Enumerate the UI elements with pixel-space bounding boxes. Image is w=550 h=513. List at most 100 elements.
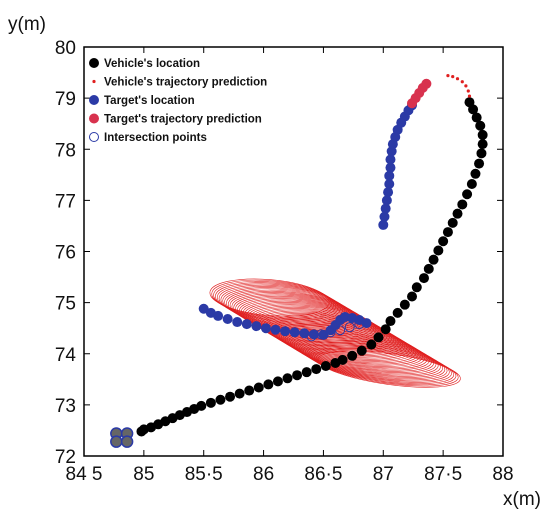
x-axis-label: x(m) xyxy=(503,489,541,510)
legend-label-target-s-location: Target's location xyxy=(104,95,195,107)
x-tick-label: 86 xyxy=(253,464,274,485)
vehicle-s-location-point xyxy=(301,367,312,378)
vehicle-s-location-point xyxy=(466,179,477,190)
x-tick-label: 87 xyxy=(373,464,394,485)
vehicle-s-location-point xyxy=(457,199,468,210)
vehicle-s-location-point xyxy=(373,332,384,343)
vehicle-s-location-point xyxy=(263,379,274,390)
target-s-location-point xyxy=(380,203,391,214)
prediction-ellipse xyxy=(209,278,330,317)
vehicle-s-location-point xyxy=(474,158,485,169)
target-s-location-point xyxy=(379,211,390,222)
legend-label-vehicle-s-trajectory-prediction: Vehicle's trajectory prediction xyxy=(104,77,267,89)
prediction-ellipse xyxy=(315,349,459,387)
target-s-location-point xyxy=(270,324,281,335)
prediction-ellipse xyxy=(312,347,455,384)
vehicle-s-location-point xyxy=(282,373,293,384)
vehicle-s-location-point xyxy=(477,139,488,150)
x-tick-label: 87·5 xyxy=(424,464,462,485)
y-tick-label: 75 xyxy=(55,294,76,315)
prediction-ellipse xyxy=(317,350,461,388)
legend-label-intersection-points: Intersection points xyxy=(104,132,207,144)
target-s-location-point xyxy=(383,187,394,198)
prediction-ellipse xyxy=(306,343,448,381)
vehicle-s-trajectory-prediction-point xyxy=(451,75,455,79)
y-axis-label: y(m) xyxy=(8,14,46,35)
prediction-ellipse xyxy=(295,336,435,373)
vehicle-s-trajectory-prediction-point xyxy=(455,77,460,81)
prediction-ellipses-group xyxy=(209,278,461,388)
y-tick-label: 76 xyxy=(55,243,76,264)
vehicle-s-location-point xyxy=(234,388,245,399)
intersection-points-point xyxy=(316,329,327,340)
legend-label-vehicle-s-location: Vehicle's location xyxy=(104,58,200,70)
target-s-location-point xyxy=(381,195,392,206)
intersection-points-point xyxy=(306,331,317,342)
x-tick-label: 85 xyxy=(133,464,154,485)
vehicle-s-location-point xyxy=(385,316,396,327)
y-tick-label: 77 xyxy=(55,191,76,212)
vehicle-s-location-point xyxy=(215,394,226,405)
prediction-ellipse xyxy=(304,342,446,380)
vehicle-s-location-point xyxy=(452,208,463,219)
prediction-ellipse xyxy=(308,344,450,382)
vehicle-s-location-point xyxy=(411,282,422,293)
intersection-points-point xyxy=(325,327,336,338)
vehicle-s-location-point xyxy=(356,345,367,356)
vehicle-s-location-point xyxy=(433,245,444,256)
target-s-location-point xyxy=(385,162,396,173)
target-s-location-point xyxy=(232,317,243,328)
target-s-location-point xyxy=(384,170,395,181)
prediction-ellipse xyxy=(215,282,337,320)
vehicle-s-location-point xyxy=(399,299,410,310)
vehicle-s-location-point xyxy=(407,291,418,302)
start-marker xyxy=(110,435,123,448)
intersection-points-point xyxy=(335,325,346,336)
vehicle-s-location-point xyxy=(205,397,216,408)
vehicle-s-location-point xyxy=(438,236,449,247)
legend-marker-target-s-location xyxy=(89,95,99,105)
target-s-location-point xyxy=(308,329,319,340)
prediction-ellipse xyxy=(260,313,392,350)
vehicle-s-location-point xyxy=(337,354,348,365)
prediction-ellipse xyxy=(310,345,452,383)
target-s-location-point xyxy=(251,321,262,332)
vehicle-s-location-point xyxy=(464,97,475,108)
vehicle-s-trajectory-prediction-point xyxy=(466,89,470,93)
y-tick-label: 80 xyxy=(55,38,76,59)
vehicle-s-trajectory-prediction-point xyxy=(467,94,472,98)
target-s-trajectory-prediction-point xyxy=(421,78,432,89)
x-tick-label: 85·5 xyxy=(185,464,223,485)
prediction-ellipse xyxy=(211,279,332,318)
target-s-location-point xyxy=(385,154,396,165)
target-s-location-point xyxy=(260,323,271,334)
y-tick-label: 72 xyxy=(55,447,76,468)
intersection-points-point xyxy=(354,319,365,330)
x-tick-label: 88 xyxy=(492,464,513,485)
prediction-ellipse xyxy=(297,337,437,375)
target-s-location-point xyxy=(213,310,224,321)
legend-marker-vehicle-s-trajectory-prediction xyxy=(92,79,96,84)
prediction-ellipse xyxy=(213,281,334,319)
vehicle-s-location-point xyxy=(428,254,439,265)
x-tick-label: 84 5 xyxy=(66,464,103,485)
vehicle-s-location-point xyxy=(292,370,303,381)
vehicle-s-location-point xyxy=(196,400,207,411)
vehicle-s-trajectory-prediction-point xyxy=(446,74,450,78)
start-marker xyxy=(120,435,134,448)
vehicle-s-location-point xyxy=(447,217,458,228)
vehicle-s-location-point xyxy=(475,120,486,131)
vehicle-s-location-point xyxy=(418,273,429,284)
x-axis-ticks: 84 5 85 85·5 86 86·5 87 87·5 88 xyxy=(66,47,514,485)
y-tick-label: 73 xyxy=(55,396,76,417)
legend-marker-vehicle-s-location xyxy=(89,58,99,68)
vehicle-s-location-point xyxy=(392,307,403,318)
vehicle-s-location-point xyxy=(477,129,488,140)
target-s-location-point xyxy=(222,313,233,324)
vehicle-s-trajectory-prediction-point xyxy=(464,84,468,88)
vehicle-s-location-point xyxy=(244,385,255,396)
vehicle-s-trajectory-prediction-point xyxy=(460,80,464,84)
vehicle-s-location-point xyxy=(442,227,453,238)
vehicle-s-location-point xyxy=(380,324,391,335)
